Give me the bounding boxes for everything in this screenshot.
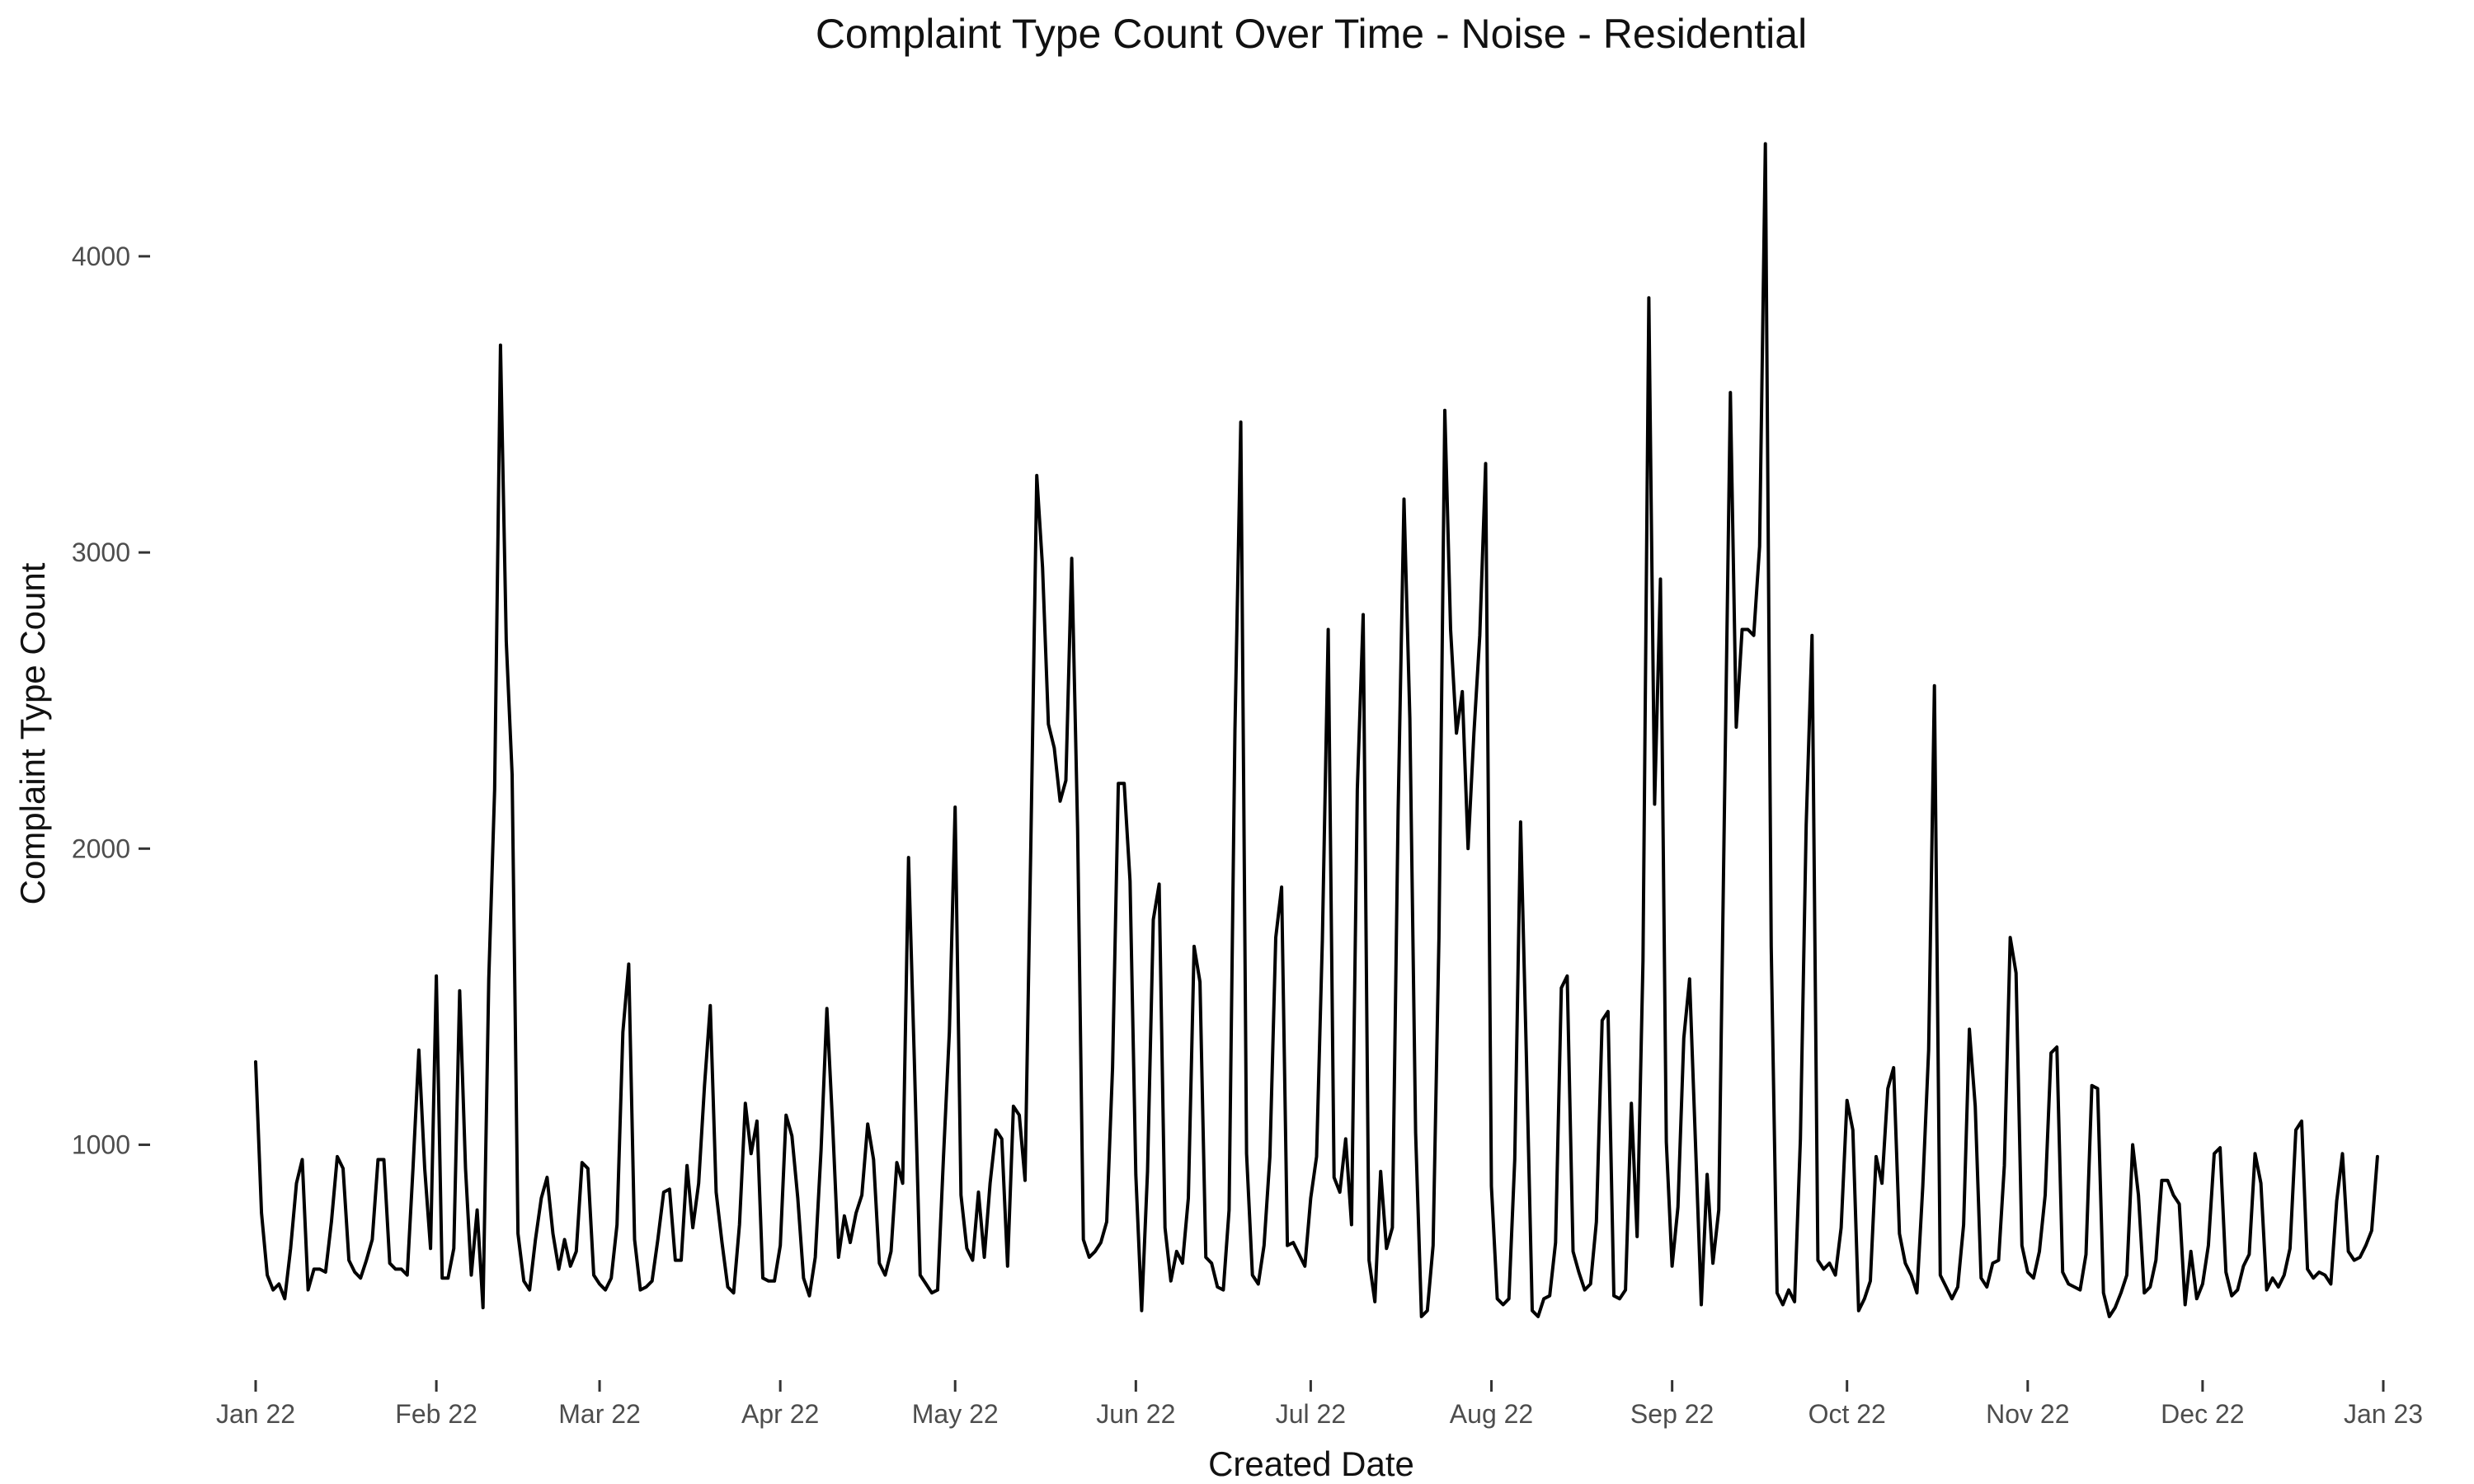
chart-title: Complaint Type Count Over Time - Noise -…: [816, 11, 1807, 57]
y-axis: 1000 2000 3000 4000: [72, 242, 150, 1160]
x-tick-label: Mar 22: [558, 1399, 641, 1429]
x-tick-label: May 22: [912, 1399, 999, 1429]
x-tick-label: Apr 22: [741, 1399, 819, 1429]
x-tick-label: Sep 22: [1630, 1399, 1714, 1429]
x-tick-label: Jun 22: [1096, 1399, 1175, 1429]
x-axis: Jan 22 Feb 22 Mar 22 Apr 22 May 22 Jun 22 Jul …: [216, 1380, 2423, 1429]
y-tick-label: 2000: [72, 834, 130, 863]
x-tick-label: Jan 23: [2344, 1399, 2423, 1429]
y-tick-label: 4000: [72, 242, 130, 271]
x-tick-label: Dec 22: [2161, 1399, 2244, 1429]
x-tick-label: Jul 22: [1276, 1399, 1346, 1429]
y-tick-label: 3000: [72, 538, 130, 567]
x-axis-title: Created Date: [1208, 1444, 1414, 1483]
y-tick-label: 1000: [72, 1130, 130, 1160]
x-tick-label: Feb 22: [395, 1399, 477, 1429]
x-tick-label: Oct 22: [1808, 1399, 1886, 1429]
x-tick-label: Nov 22: [1986, 1399, 2069, 1429]
x-tick-label: Aug 22: [1450, 1399, 1533, 1429]
series-line-noise-residential: [254, 142, 2379, 1318]
x-tick-label: Jan 22: [216, 1399, 295, 1429]
y-axis-title: Complaint Type Count: [13, 562, 52, 904]
